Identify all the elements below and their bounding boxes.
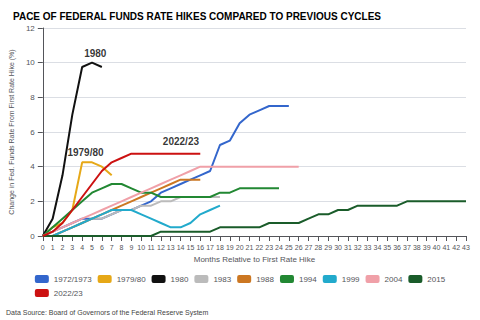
svg-text:1999: 1999 [342, 275, 360, 284]
svg-text:35: 35 [383, 244, 391, 251]
svg-text:24: 24 [275, 244, 283, 251]
svg-text:Months Relative to First Rate: Months Relative to First Rate Hike [194, 255, 316, 264]
svg-text:22: 22 [255, 244, 263, 251]
svg-text:19: 19 [226, 244, 234, 251]
svg-text:1983: 1983 [213, 275, 231, 284]
svg-text:26: 26 [295, 244, 303, 251]
svg-text:9: 9 [129, 244, 133, 251]
svg-text:31: 31 [344, 244, 352, 251]
svg-text:28: 28 [314, 244, 322, 251]
svg-text:2004: 2004 [385, 275, 403, 284]
svg-text:40: 40 [433, 244, 441, 251]
svg-text:1980: 1980 [84, 48, 107, 59]
svg-text:Change in Fed. Funds Rate From: Change in Fed. Funds Rate From First Rat… [8, 49, 16, 214]
svg-text:23: 23 [265, 244, 273, 251]
svg-text:2022/23: 2022/23 [54, 289, 83, 298]
svg-text:29: 29 [324, 244, 332, 251]
svg-text:0: 0 [41, 244, 45, 251]
svg-text:34: 34 [374, 244, 382, 251]
svg-text:20: 20 [236, 244, 244, 251]
svg-text:1: 1 [51, 244, 55, 251]
svg-text:41: 41 [442, 244, 450, 251]
svg-text:2022/23: 2022/23 [163, 136, 200, 147]
svg-text:1972/1973: 1972/1973 [54, 275, 92, 284]
svg-text:39: 39 [423, 244, 431, 251]
svg-text:6: 6 [100, 244, 104, 251]
svg-text:18: 18 [216, 244, 224, 251]
svg-text:2015: 2015 [427, 275, 445, 284]
svg-text:10: 10 [26, 58, 35, 67]
svg-text:30: 30 [334, 244, 342, 251]
svg-text:1980: 1980 [171, 275, 189, 284]
svg-text:1979/80: 1979/80 [117, 275, 146, 284]
svg-text:3: 3 [70, 244, 74, 251]
svg-text:17: 17 [206, 244, 214, 251]
svg-text:0: 0 [30, 232, 35, 241]
svg-text:37: 37 [403, 244, 411, 251]
svg-text:36: 36 [393, 244, 401, 251]
svg-text:5: 5 [90, 244, 94, 251]
svg-text:43: 43 [462, 244, 470, 251]
svg-text:8: 8 [120, 244, 124, 251]
svg-text:15: 15 [187, 244, 195, 251]
svg-text:12: 12 [26, 24, 35, 33]
svg-text:8: 8 [30, 93, 35, 102]
svg-text:PACE OF FEDERAL FUNDS RATE HIK: PACE OF FEDERAL FUNDS RATE HIKES COMPARE… [13, 11, 381, 22]
svg-text:25: 25 [285, 244, 293, 251]
svg-text:6: 6 [30, 128, 35, 137]
svg-text:12: 12 [157, 244, 165, 251]
svg-text:2: 2 [61, 244, 65, 251]
svg-text:4: 4 [80, 244, 84, 251]
svg-text:2: 2 [30, 197, 35, 206]
svg-text:13: 13 [167, 244, 175, 251]
svg-text:32: 32 [354, 244, 362, 251]
svg-text:16: 16 [196, 244, 204, 251]
svg-text:7: 7 [110, 244, 114, 251]
svg-text:38: 38 [413, 244, 421, 251]
svg-text:1988: 1988 [256, 275, 274, 284]
svg-text:10: 10 [137, 244, 145, 251]
svg-text:21: 21 [246, 244, 254, 251]
svg-text:4: 4 [30, 162, 35, 171]
svg-text:33: 33 [364, 244, 372, 251]
svg-text:1994: 1994 [299, 275, 317, 284]
svg-text:11: 11 [147, 244, 154, 251]
svg-text:14: 14 [177, 244, 185, 251]
svg-text:1979/80: 1979/80 [67, 147, 104, 158]
svg-text:27: 27 [305, 244, 313, 251]
svg-text:42: 42 [452, 244, 460, 251]
svg-text:Data Source: Board of Governor: Data Source: Board of Governors of the F… [6, 309, 208, 317]
